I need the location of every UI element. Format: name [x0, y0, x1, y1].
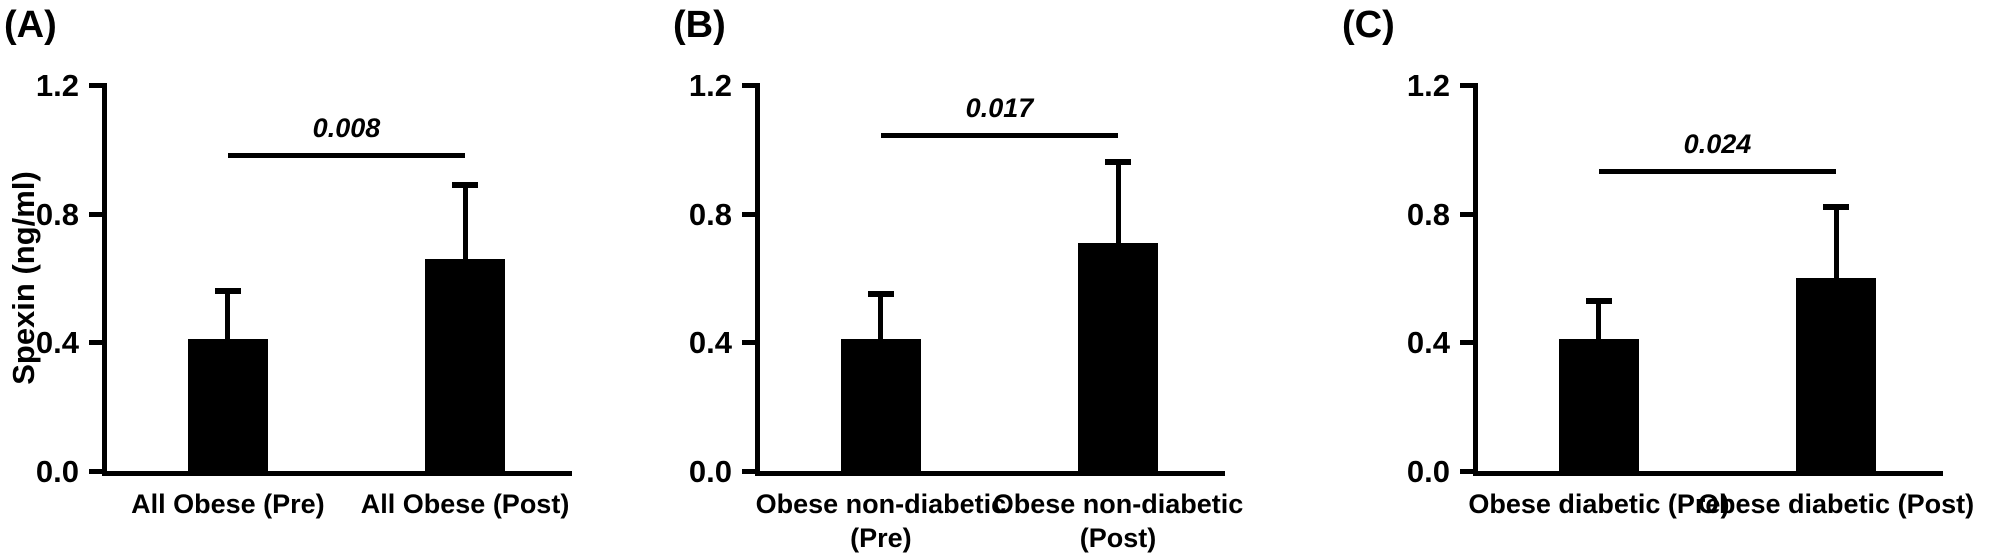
y-tick-label: 0.0	[1406, 454, 1450, 489]
error-bar-stem	[1115, 162, 1121, 243]
panel-c-label: (C)	[1342, 4, 1395, 46]
y-tick	[89, 469, 102, 474]
bar	[425, 258, 506, 471]
bar	[1796, 278, 1877, 471]
y-tick-label: 0.8	[1406, 196, 1450, 232]
y-tick	[742, 83, 755, 88]
error-bar-cap	[214, 287, 241, 294]
x-axis-line	[755, 471, 1225, 476]
significance-line	[227, 152, 466, 158]
bar	[1078, 242, 1159, 471]
x-axis-line	[102, 471, 572, 476]
y-tick	[1460, 211, 1473, 217]
y-tick	[742, 340, 755, 346]
category-label: Obese diabetic (Post)	[1698, 489, 1975, 519]
category-label: All Obese (Post)	[360, 489, 570, 519]
error-bar-stem	[1833, 207, 1839, 278]
x-axis-line	[1473, 471, 1943, 476]
error-bar-cap	[1585, 297, 1612, 304]
y-tick	[89, 340, 102, 346]
category-label: Obese non-diabetic (Pre)	[755, 489, 1007, 553]
error-bar-stem	[1596, 300, 1602, 340]
y-tick	[742, 211, 755, 217]
y-tick-label: 1.2	[1406, 68, 1450, 103]
y-tick-label: 0.8	[35, 196, 79, 232]
y-tick-label: 1.2	[688, 68, 732, 103]
error-bar-cap	[1823, 204, 1850, 211]
significance-line	[880, 133, 1119, 139]
y-tick-label: 0.4	[35, 325, 79, 361]
error-bar-cap	[452, 181, 479, 188]
y-tick	[1460, 469, 1473, 474]
error-bar-stem	[462, 184, 468, 259]
significance-line	[1598, 168, 1837, 174]
p-value-label: 0.017	[965, 93, 1034, 124]
bar	[187, 339, 268, 471]
y-tick-label: 0.0	[688, 454, 732, 489]
error-bar-stem	[878, 294, 884, 340]
y-axis-title: Spexin (ng/ml)	[6, 171, 41, 385]
y-tick	[89, 83, 102, 88]
error-bar-cap	[1105, 159, 1132, 166]
bar	[1558, 339, 1639, 471]
error-bar-cap	[867, 291, 894, 298]
y-tick-label: 0.8	[688, 196, 732, 232]
bar	[840, 339, 921, 471]
y-tick-label: 0.4	[688, 325, 732, 361]
y-tick-label: 0.4	[1406, 325, 1450, 361]
p-value-label: 0.008	[312, 112, 381, 143]
error-bar-stem	[225, 290, 231, 340]
y-axis-line	[755, 83, 760, 476]
y-tick	[742, 469, 755, 474]
panel-a: (A) Spexin (ng/ml) 0.0 0.4 0.8 1.2 All Obese …	[0, 0, 669, 557]
y-axis-line	[102, 83, 107, 476]
category-label: All Obese (Pre)	[131, 489, 325, 519]
y-tick-label: 0.0	[35, 454, 79, 489]
panel-b-label: (B)	[673, 4, 726, 46]
y-tick	[1460, 83, 1473, 88]
y-tick	[89, 211, 102, 217]
y-axis-line	[1473, 83, 1478, 476]
category-label: Obese diabetic (Pre)	[1468, 489, 1730, 519]
category-label: Obese non-diabetic (Post)	[992, 489, 1244, 553]
panel-c: (C) 0.0 0.4 0.8 1.2 Obese diabetic (Pre) Obes…	[1338, 0, 2006, 557]
y-tick-label: 1.2	[35, 68, 79, 103]
p-value-label: 0.024	[1683, 128, 1752, 159]
panel-a-label: (A)	[4, 4, 57, 46]
y-tick	[1460, 340, 1473, 346]
panel-b: (B) 0.0 0.4 0.8 1.2 Obese non-diabetic (Pre)…	[669, 0, 1338, 557]
